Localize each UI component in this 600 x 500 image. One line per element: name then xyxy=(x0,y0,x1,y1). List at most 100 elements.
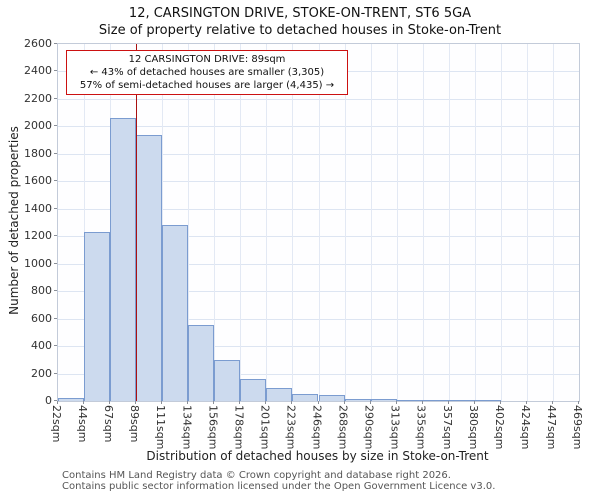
x-tick-label: 134sqm xyxy=(180,405,194,450)
x-tick-label: 290sqm xyxy=(362,405,376,450)
gridline xyxy=(526,44,528,401)
gridline xyxy=(396,44,398,401)
y-tick-mark xyxy=(54,180,57,182)
histogram-bar xyxy=(474,400,501,401)
gridline xyxy=(500,44,502,401)
y-tick-label: 1600 xyxy=(24,174,52,188)
annotation-line-3: 57% of semi-detached houses are larger (… xyxy=(79,80,335,91)
x-tick-label: 89sqm xyxy=(128,405,142,443)
chart-subtitle: Size of property relative to detached ho… xyxy=(98,23,502,38)
histogram-bar xyxy=(344,399,371,401)
gridline xyxy=(214,44,216,401)
x-tick-mark xyxy=(369,401,371,404)
x-tick-label: 469sqm xyxy=(571,405,584,450)
histogram-bar xyxy=(240,379,267,401)
property-size-marker-line xyxy=(136,44,138,401)
histogram-bar xyxy=(422,400,449,401)
x-tick-mark xyxy=(473,401,475,404)
y-tick-mark xyxy=(54,43,57,44)
x-tick-mark xyxy=(239,401,241,404)
y-tick-label: 1000 xyxy=(24,256,52,270)
gridline xyxy=(162,44,164,401)
histogram-bar xyxy=(370,399,397,401)
x-tick-mark xyxy=(57,401,58,404)
x-tick-mark xyxy=(395,401,397,404)
y-tick-mark xyxy=(54,125,57,127)
y-tick-mark xyxy=(54,345,57,347)
histogram-bar xyxy=(214,360,241,401)
x-tick-mark xyxy=(187,401,189,404)
histogram-bar xyxy=(292,394,319,401)
y-tick-mark xyxy=(54,70,57,72)
y-tick-mark xyxy=(54,400,57,401)
x-tick-mark xyxy=(83,401,85,404)
y-tick-label: 800 xyxy=(31,284,52,298)
gridline xyxy=(370,44,372,401)
annotation-box: 12 CARSINGTON DRIVE: 89sqm ← 43% of deta… xyxy=(66,50,348,95)
x-tick-label: 268sqm xyxy=(336,405,350,450)
gridline xyxy=(474,44,476,401)
x-tick-mark xyxy=(317,401,319,404)
annotation-line-2: ← 43% of detached houses are smaller (3,… xyxy=(89,67,325,78)
footer-line-1: Contains HM Land Registry data © Crown c… xyxy=(62,470,451,481)
footer-line-2: Contains public sector information licen… xyxy=(62,481,496,492)
x-tick-label: 335sqm xyxy=(414,405,428,450)
x-tick-mark xyxy=(161,401,163,404)
histogram-bar xyxy=(396,400,423,401)
x-tick-label: 156sqm xyxy=(206,405,220,450)
y-tick-label: 2000 xyxy=(24,119,52,133)
y-tick-label: 0 xyxy=(45,394,52,407)
histogram-bar xyxy=(188,325,215,401)
y-tick-mark xyxy=(54,372,57,374)
footer: Contains HM Land Registry data © Crown c… xyxy=(62,470,495,492)
x-tick-label: 44sqm xyxy=(76,405,90,443)
y-tick-mark xyxy=(54,235,57,237)
y-tick-label: 1200 xyxy=(24,229,52,243)
histogram-bar xyxy=(58,398,85,401)
x-tick-label: 424sqm xyxy=(518,405,532,450)
x-tick-label: 201sqm xyxy=(258,405,272,450)
y-tick-mark xyxy=(54,152,57,154)
y-tick-label: 2600 xyxy=(24,37,52,50)
x-tick-label: 357sqm xyxy=(440,405,454,450)
histogram-bar xyxy=(266,388,293,401)
x-tick-label: 67sqm xyxy=(102,405,116,443)
x-tick-label: 313sqm xyxy=(388,405,402,450)
y-tick-mark xyxy=(54,97,57,99)
y-tick-label: 2200 xyxy=(24,91,52,105)
y-tick-mark xyxy=(54,317,57,319)
chart-title-block: 12, CARSINGTON DRIVE, STOKE-ON-TRENT, ST… xyxy=(0,5,600,39)
x-tick-label: 111sqm xyxy=(154,405,168,450)
histogram-bar xyxy=(84,232,111,401)
gridline xyxy=(84,44,86,401)
y-tick-label: 1400 xyxy=(24,201,52,215)
histogram-bar xyxy=(136,135,163,401)
x-tick-mark xyxy=(343,401,345,404)
histogram-bar xyxy=(318,395,345,401)
x-tick-mark xyxy=(578,401,579,404)
histogram-bar xyxy=(110,118,137,401)
y-tick-mark xyxy=(54,290,57,292)
x-tick-mark xyxy=(265,401,267,404)
gridline xyxy=(344,44,346,401)
x-tick-mark xyxy=(499,401,501,404)
x-tick-label: 380sqm xyxy=(466,405,480,450)
histogram-bar xyxy=(162,225,189,401)
gridline xyxy=(318,44,320,401)
gridline xyxy=(552,44,554,401)
y-tick-label: 1800 xyxy=(24,146,52,160)
y-tick-label: 2400 xyxy=(24,64,52,78)
y-tick-label: 200 xyxy=(31,366,52,380)
annotation-line-1: 12 CARSINGTON DRIVE: 89sqm xyxy=(128,54,286,65)
x-tick-label: 246sqm xyxy=(310,405,324,450)
histogram-bar xyxy=(448,400,475,401)
x-tick-mark xyxy=(421,401,423,404)
y-tick-mark xyxy=(54,262,57,264)
x-tick-label: 447sqm xyxy=(544,405,558,450)
chart-title: 12, CARSINGTON DRIVE, STOKE-ON-TRENT, ST… xyxy=(128,6,472,21)
x-tick-mark xyxy=(135,401,137,404)
x-tick-mark xyxy=(447,401,449,404)
x-tick-label: 402sqm xyxy=(492,405,506,450)
gridline xyxy=(188,44,190,401)
